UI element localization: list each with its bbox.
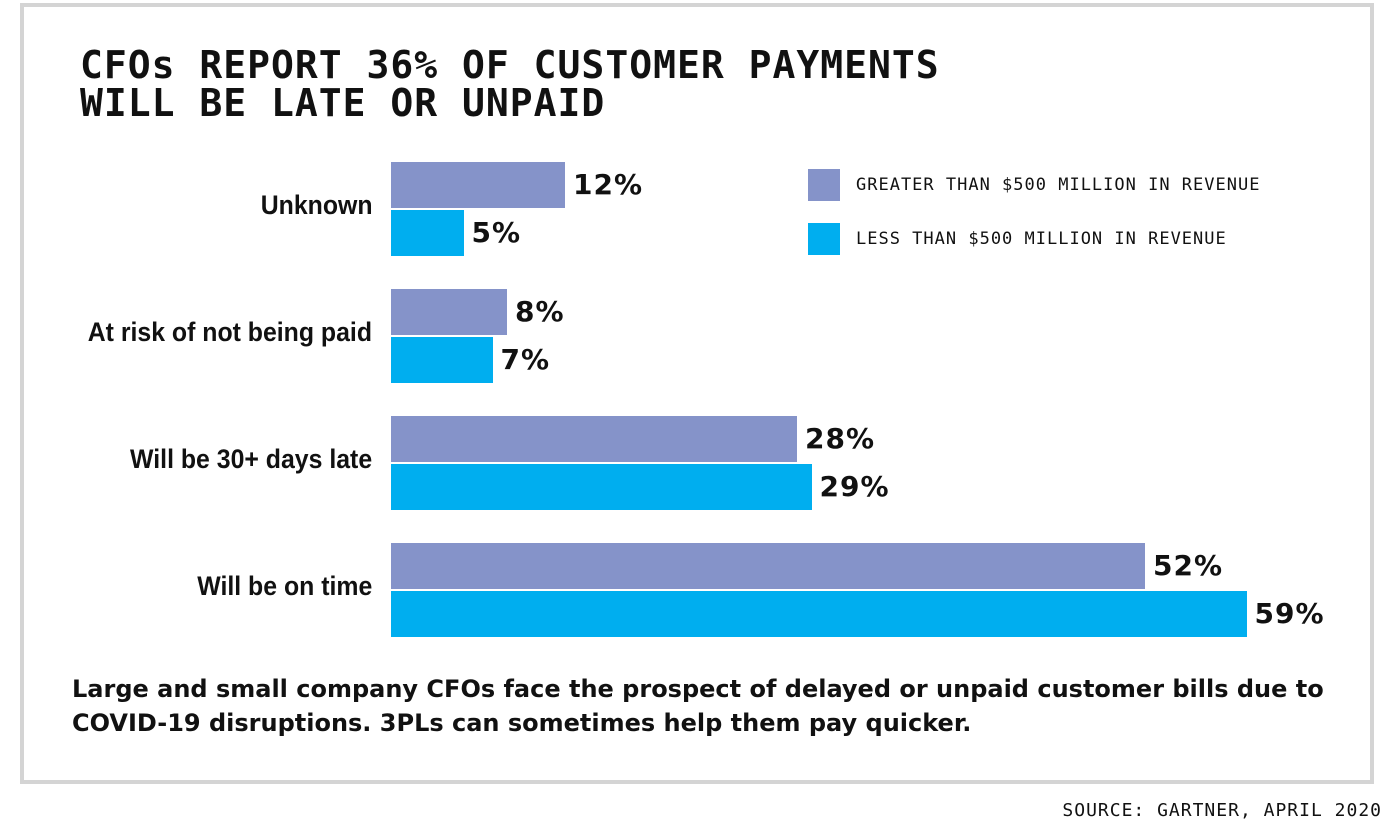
value-label-unknown-small: 5% — [471, 216, 522, 249]
category-label-unknown: Unknown — [260, 190, 372, 220]
legend-swatch-small — [808, 223, 840, 255]
value-label-on-time-small: 59% — [1254, 597, 1325, 630]
value-label-on-time-large: 52% — [1153, 549, 1224, 582]
value-label-late-small: 29% — [819, 470, 890, 503]
legend-swatch-large — [808, 169, 840, 201]
value-label-unknown-large: 12% — [573, 168, 644, 201]
bar-late-large — [391, 416, 797, 462]
chart-title: CFOs REPORT 36% OF CUSTOMER PAYMENTS WIL… — [80, 43, 940, 125]
bar-at-risk-large — [391, 289, 507, 335]
chart-caption: Large and small company CFOs face the pr… — [72, 675, 1324, 737]
value-label-at-risk-small: 7% — [500, 343, 551, 376]
source-note: SOURCE: GARTNER, APRIL 2020 — [1062, 800, 1382, 821]
bar-on-time-small — [391, 591, 1247, 637]
bar-late-small — [391, 464, 812, 510]
legend-item-large: GREATER THAN $500 MILLION IN REVENUE — [808, 168, 1260, 202]
bar-unknown-large — [391, 162, 565, 208]
legend-label-small: LESS THAN $500 MILLION IN REVENUE — [856, 229, 1227, 249]
category-label-late: Will be 30+ days late — [129, 444, 372, 474]
category-label-on-time: Will be on time — [196, 571, 372, 601]
chart-frame — [20, 3, 1374, 784]
bar-on-time-large — [391, 543, 1145, 589]
legend-label-large: GREATER THAN $500 MILLION IN REVENUE — [856, 175, 1261, 195]
category-label-at-risk: At risk of not being paid — [87, 317, 372, 347]
bar-at-risk-small — [391, 337, 493, 383]
bar-unknown-small — [391, 210, 464, 256]
value-label-at-risk-large: 8% — [515, 295, 565, 328]
value-label-late-large: 28% — [805, 422, 876, 455]
legend-item-small: LESS THAN $500 MILLION IN REVENUE — [808, 222, 1227, 256]
